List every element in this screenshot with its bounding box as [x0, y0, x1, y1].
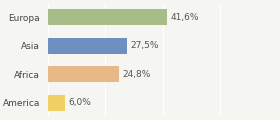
Bar — [48, 95, 65, 111]
Bar — [48, 66, 119, 82]
Bar — [48, 38, 127, 54]
Text: 24,8%: 24,8% — [122, 70, 151, 79]
Text: 27,5%: 27,5% — [130, 41, 158, 50]
Text: 41,6%: 41,6% — [171, 13, 199, 22]
Text: 6,0%: 6,0% — [68, 98, 91, 107]
Bar — [48, 9, 167, 25]
